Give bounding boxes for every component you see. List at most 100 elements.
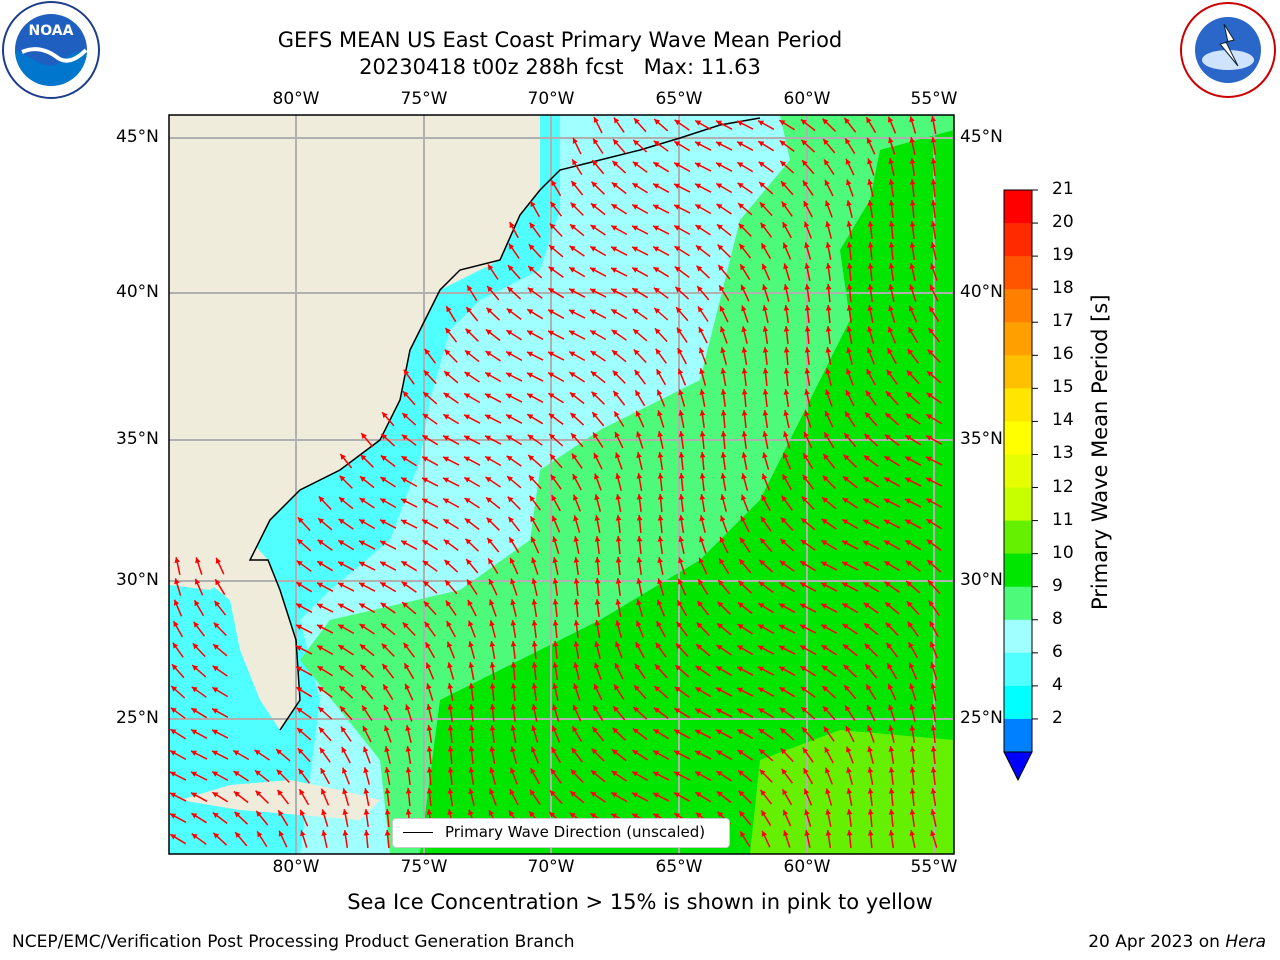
wave-arrow-head [510, 704, 517, 710]
wave-arrow-head [907, 621, 914, 628]
wave-arrow-head [634, 118, 640, 125]
wave-arrow-head [339, 475, 346, 482]
colorbar-tick-label: 10 [1052, 542, 1074, 563]
wave-arrow-head [381, 623, 387, 629]
wave-arrow-head [758, 141, 765, 147]
wave-arrow-head [821, 540, 828, 546]
wave-arrow-head [695, 225, 702, 231]
wave-arrow-head [590, 309, 596, 315]
chart-title: GEFS MEAN US East Coast Primary Wave Mea… [0, 27, 1120, 81]
wave-arrow-head [426, 809, 433, 815]
wave-arrow-head [842, 582, 848, 588]
wave-arrow-head [741, 347, 748, 353]
wave-arrow-head [527, 393, 534, 399]
wave-arrow-head [402, 413, 409, 419]
wave-arrow-head [716, 771, 723, 777]
wave-arrow-head [779, 582, 786, 588]
wave-arrow-head [804, 263, 811, 269]
wave-arrow-head [699, 494, 706, 500]
wave-arrow-head [573, 620, 580, 626]
wave-arrow-head [846, 326, 853, 332]
wave-arrow-head [699, 410, 706, 416]
wave-arrow-head [821, 582, 827, 588]
wave-arrow-head [531, 620, 538, 626]
wave-arrow-head [758, 581, 765, 587]
wave-arrow-head [549, 223, 556, 230]
wave-period-map [168, 114, 955, 855]
wave-arrow-head [445, 327, 451, 334]
wave-arrow-head [531, 725, 537, 732]
wave-arrow-head [716, 708, 722, 714]
wave-arrow-head [822, 685, 829, 692]
wave-arrow-head [867, 347, 873, 354]
wave-arrow-head [401, 540, 408, 546]
wave-arrow-head [695, 687, 702, 693]
wave-arrow-head [342, 809, 349, 815]
lon-label-bottom-70w: 70°W [527, 857, 575, 877]
wave-arrow-head [468, 809, 474, 816]
wave-arrow-head [468, 788, 474, 795]
wave-arrow-head [758, 728, 765, 735]
wave-arrow-head [740, 516, 746, 522]
wave-arrow-head [908, 305, 915, 312]
wave-arrow-head [380, 477, 387, 483]
wave-arrow-head [674, 246, 681, 252]
wave-arrow-head [758, 645, 764, 651]
wave-arrow-head [611, 792, 618, 798]
wave-arrow-head [594, 578, 601, 584]
wave-arrow-head [801, 518, 807, 524]
wave-arrow-head [867, 809, 874, 815]
wave-arrow-head [548, 309, 555, 315]
colorbar-segment [1004, 388, 1032, 422]
wave-arrow-head [821, 665, 828, 671]
wave-arrow-head [464, 435, 470, 441]
wave-arrow-head [527, 351, 533, 357]
wave-arrow-head [422, 498, 428, 504]
wave-arrow-head [885, 413, 892, 419]
wave-arrow-head [804, 809, 810, 816]
wave-arrow-head [489, 683, 496, 689]
wave-arrow-head [423, 601, 430, 608]
wave-arrow-head [909, 830, 915, 836]
wave-arrow-head [864, 623, 870, 629]
wave-arrow-head [191, 708, 198, 714]
wave-arrow-head [636, 431, 642, 438]
wave-arrow-head [510, 662, 517, 668]
wave-arrow-head [656, 389, 663, 396]
wave-arrow-head [527, 414, 534, 420]
wave-arrow-head [802, 727, 808, 734]
wave-arrow-head [341, 747, 347, 753]
wave-arrow-head [846, 347, 852, 354]
wave-arrow-head [884, 519, 890, 525]
wave-arrow-head [674, 708, 681, 714]
wave-arrow-head [467, 579, 473, 586]
wave-arrow-head [886, 369, 893, 376]
wave-arrow-head [510, 725, 517, 731]
wave-arrow-head [529, 222, 536, 229]
wave-arrow-head [695, 665, 702, 672]
wave-arrow-head [384, 767, 391, 773]
wave-arrow-head [909, 809, 916, 815]
wave-arrow-head [405, 725, 411, 731]
wave-arrow-head [780, 748, 787, 755]
wave-arrow-head [447, 704, 454, 710]
wave-arrow-head [571, 181, 577, 187]
wave-arrow-head [867, 284, 874, 290]
wave-arrow-head [359, 561, 365, 567]
wave-arrow-head [822, 118, 829, 125]
wave-arrow-head [823, 453, 829, 460]
wave-arrow-head [653, 267, 660, 273]
wave-arrow-head [528, 455, 535, 461]
wave-arrow-head [213, 644, 219, 650]
wave-arrow-head [825, 326, 832, 332]
lon-label-top-70w: 70°W [527, 89, 575, 109]
wave-arrow-head [739, 243, 745, 250]
wave-arrow-head [466, 307, 472, 313]
wave-arrow-head [570, 769, 577, 776]
wave-arrow-head [803, 768, 809, 775]
wave-arrow-head [424, 348, 431, 355]
wave-arrow-head [824, 432, 830, 439]
wave-arrow-head [657, 557, 663, 563]
ocean-band-12s [750, 730, 954, 854]
wave-arrow-head [611, 267, 617, 273]
